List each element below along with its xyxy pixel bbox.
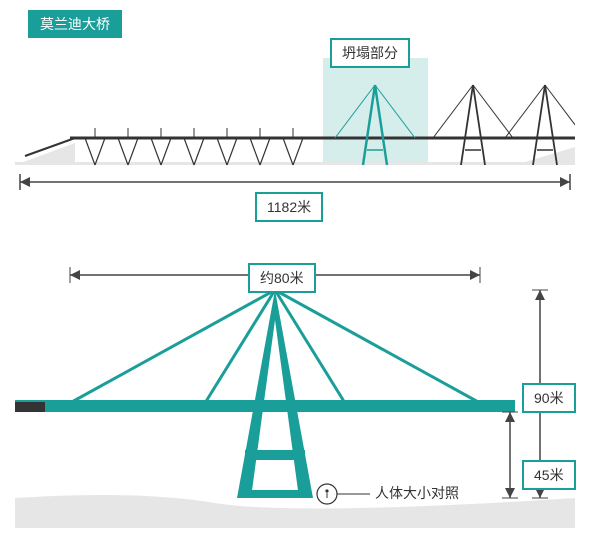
- bridge-pylon-detail: [15, 250, 575, 540]
- bridge-profile-full: [15, 30, 575, 210]
- total-height-label: 90米: [522, 383, 576, 413]
- total-length-label: 1182米: [255, 192, 323, 222]
- deck-height-label: 45米: [522, 460, 576, 490]
- span-width-label: 约80米: [248, 263, 316, 293]
- collapsed-section-label: 坍塌部分: [330, 38, 410, 68]
- human-scale-label: 人体大小对照: [375, 483, 459, 503]
